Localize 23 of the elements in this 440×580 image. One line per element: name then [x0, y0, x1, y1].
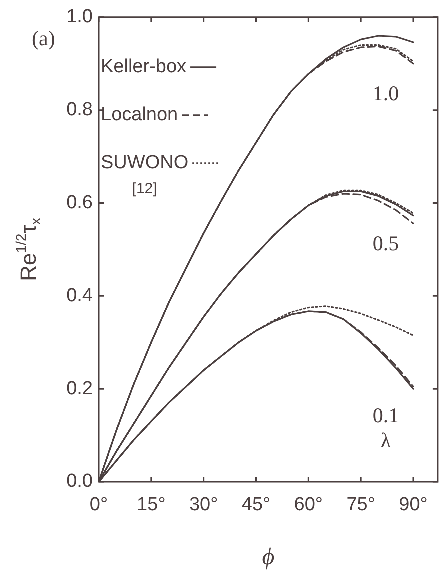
y-tick-label: 0.2 — [66, 378, 93, 400]
x-tick-label: 0° — [90, 494, 108, 516]
legend-label: Keller-box — [101, 56, 188, 78]
y-tick-label: 0.0 — [66, 471, 93, 492]
x-tick-label: 15° — [137, 494, 166, 516]
y-tick-label: 0.6 — [66, 192, 93, 214]
legend-label: Localnon — [101, 104, 178, 126]
x-tick-label: 45° — [242, 494, 271, 516]
y-tick-label: 1.0 — [66, 6, 93, 28]
y-tick-label: 0.8 — [66, 100, 93, 121]
x-tick-label: 30° — [189, 494, 218, 516]
annotation: λ — [380, 428, 392, 453]
x-tick-label: 75° — [346, 494, 376, 516]
x-tick-label: 60° — [294, 494, 324, 516]
annotation: 0.5 — [372, 232, 400, 256]
annotation: 0.1 — [372, 404, 400, 428]
annotation: 1.0 — [372, 82, 400, 106]
y-axis-title: Re1/2τx — [13, 218, 44, 282]
text: (a) — [32, 26, 56, 51]
y-tick-label: 0.4 — [66, 285, 94, 306]
x-tick-label: 90° — [399, 494, 428, 516]
legend-label: SUWONO [12] — [101, 152, 189, 198]
x-axis-title: ϕ — [262, 544, 275, 570]
